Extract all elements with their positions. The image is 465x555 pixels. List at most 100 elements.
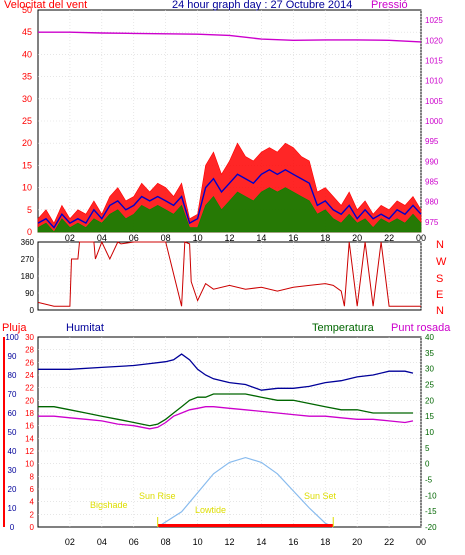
x-tick-label: 18: [320, 233, 330, 243]
temperature-tick-label: 10: [425, 428, 434, 437]
rain-tick-label: 18: [25, 409, 34, 418]
rain-tick-label: 24: [25, 371, 34, 380]
lower-panel-frame: [37, 336, 422, 528]
x-tick-label: 00: [416, 537, 426, 547]
pressure-tick-label: 980: [425, 198, 439, 207]
humidity-tick-label: 40: [8, 447, 17, 456]
wind-avg-line: [37, 168, 422, 229]
temperature-tick-label: 40: [425, 333, 434, 342]
pressure-tick-label: 1010: [425, 77, 443, 86]
wind-tick-label: 0: [27, 227, 32, 237]
x-tick-label: 20: [352, 233, 362, 243]
temperature-tick-label: 25: [425, 381, 434, 390]
humidity-tick-label: 90: [8, 352, 17, 361]
humidity-tick-label: 20: [8, 485, 17, 494]
wind-tick-label: 5: [27, 205, 32, 215]
humidity-tick-label: 50: [8, 428, 17, 437]
pressure-tick-label: 1005: [425, 97, 443, 106]
temperature-axis-label: Temperatura: [312, 322, 375, 334]
rain-tick-label: 16: [25, 422, 34, 431]
x-tick-label: 22: [384, 537, 394, 547]
direction-tick-label: 180: [21, 272, 35, 281]
direction-tick-label: 270: [21, 255, 35, 264]
rain-tick-label: 6: [30, 485, 35, 494]
temperature-tick-label: 0: [425, 460, 430, 469]
wind-tick-label: 15: [22, 160, 32, 170]
humidity-tick-label: 60: [8, 409, 17, 418]
x-tick-label: 04: [97, 233, 107, 243]
rain-tick-label: 30: [25, 333, 34, 342]
rain-tick-label: 0: [30, 523, 35, 532]
sun-label-bigshade: Bigshade: [90, 500, 128, 510]
humidity-tick-label: 10: [8, 504, 17, 513]
temperature-line: [38, 393, 413, 427]
x-tick-label: 00: [416, 233, 426, 243]
dir-letter-n-top: N: [436, 239, 444, 251]
temperature-tick-label: -10: [425, 491, 437, 500]
rain-tick-label: 20: [25, 396, 34, 405]
pressure-tick-label: 995: [425, 137, 439, 146]
dewpoint-line: [38, 406, 414, 430]
pressure-line: [38, 31, 422, 43]
rain-tick-label: 22: [25, 384, 34, 393]
pressure-tick-label: 975: [425, 218, 439, 227]
rain-tick-label: 8: [30, 472, 35, 481]
x-tick-label: 10: [193, 537, 203, 547]
wind-tick-label: 50: [22, 5, 32, 15]
data-series: [37, 31, 422, 528]
pressure-tick-label: 1000: [425, 117, 443, 126]
x-tick-label: 04: [97, 537, 107, 547]
wind-tick-label: 30: [22, 94, 32, 104]
rain-tick-label: 26: [25, 358, 34, 367]
chart-title: 24 hour graph day : 27 Octubre 2014: [172, 0, 352, 11]
rain-tick-label: 10: [25, 460, 34, 469]
rain-tick-label: 2: [30, 510, 35, 519]
wind-tick-label: 40: [22, 49, 32, 59]
sun-label-sunrise: Sun Rise: [139, 491, 176, 501]
direction-tick-label: 0: [30, 306, 35, 315]
wind-tick-label: 35: [22, 72, 32, 82]
humidity-line: [38, 353, 414, 391]
wind-tick-label: 10: [22, 183, 32, 193]
pressure-tick-label: 985: [425, 178, 439, 187]
temperature-tick-label: -15: [425, 507, 437, 516]
grid-lines: [38, 10, 422, 527]
wind-direction-line: [37, 240, 421, 307]
x-tick-label: 16: [288, 233, 298, 243]
x-tick-label: 08: [161, 537, 171, 547]
direction-tick-label: 360: [21, 238, 35, 247]
direction-letters: N W S E N: [436, 239, 447, 317]
humidity-tick-label: 80: [8, 371, 17, 380]
sun-label-lowtide: Lowtide: [195, 505, 226, 515]
x-tick-label: 12: [224, 233, 234, 243]
rain-axis-label: Pluja: [2, 322, 27, 334]
x-tick-label: 12: [224, 537, 234, 547]
pressure-axis-label: Pressió: [371, 0, 408, 11]
x-tick-label: 06: [129, 537, 139, 547]
sun-label-sunset: Sun Set: [304, 491, 337, 501]
dir-letter-e: E: [436, 289, 443, 301]
pressure-tick-label: 990: [425, 157, 439, 166]
temperature-tick-label: 30: [425, 365, 434, 374]
dir-letter-w: W: [436, 256, 447, 268]
x-tick-label: 06: [129, 233, 139, 243]
dir-letter-s: S: [436, 273, 443, 285]
temperature-tick-label: -5: [425, 476, 433, 485]
pressure-tick-label: 1020: [425, 36, 443, 45]
x-tick-label: 10: [193, 233, 203, 243]
humidity-tick-label: 100: [5, 333, 19, 342]
x-tick-label: 14: [256, 233, 266, 243]
x-tick-label: 20: [352, 537, 362, 547]
temperature-tick-label: 20: [425, 396, 434, 405]
x-tick-label: 18: [320, 537, 330, 547]
x-tick-label: 16: [288, 537, 298, 547]
solar-curve: [157, 456, 334, 528]
wind-min-area: [37, 187, 422, 233]
rain-tick-label: 12: [25, 447, 34, 456]
x-tick-label: 08: [161, 233, 171, 243]
dir-letter-n-bottom: N: [436, 305, 444, 317]
dewpoint-axis-label: Punt rosada: [391, 322, 451, 334]
pressure-tick-label: 1025: [425, 16, 443, 25]
x-tick-label: 02: [65, 537, 75, 547]
